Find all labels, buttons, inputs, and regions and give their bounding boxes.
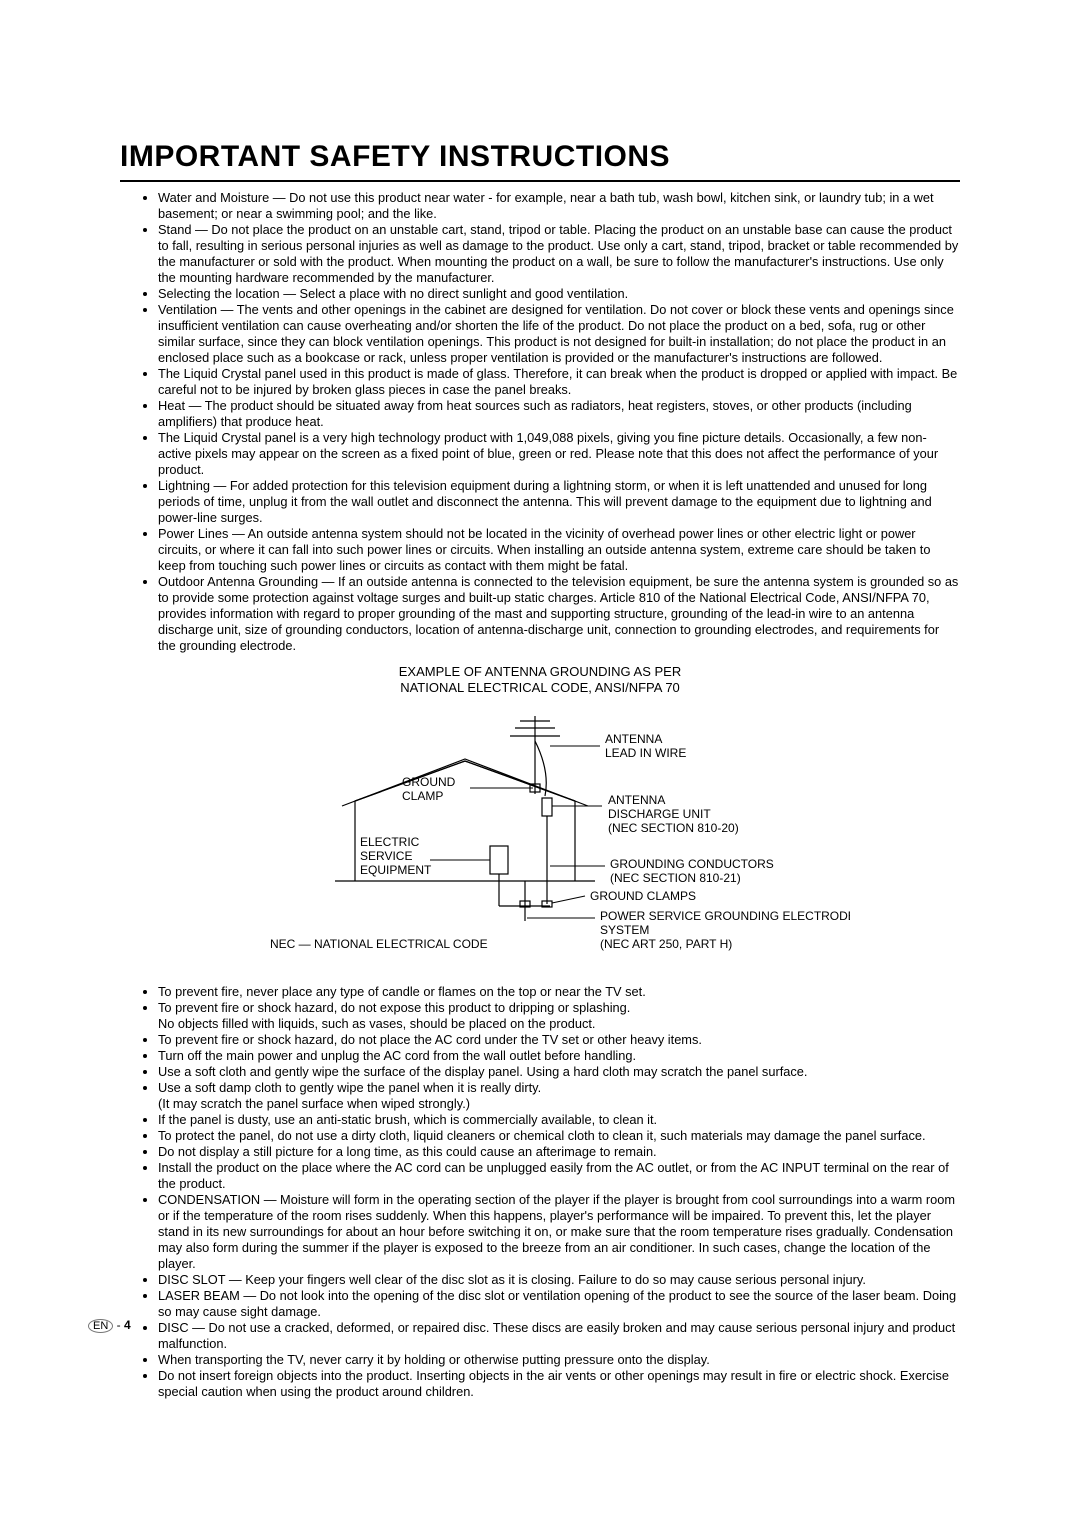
svg-text:DISCHARGE UNIT: DISCHARGE UNIT [608, 807, 711, 821]
antenna-grounding-diagram: ANTENNA LEAD IN WIRE GROUND CLAMP ANTENN… [230, 706, 850, 976]
instruction-item: The Liquid Crystal panel used in this pr… [158, 366, 960, 398]
svg-text:LEAD IN WIRE: LEAD IN WIRE [605, 746, 686, 760]
instruction-item: Do not display a still picture for a lon… [158, 1144, 960, 1160]
svg-text:(NEC SECTION 810-21): (NEC SECTION 810-21) [610, 871, 741, 885]
diagram-title: EXAMPLE OF ANTENNA GROUNDING AS PERNATIO… [220, 664, 860, 697]
instruction-item: Power Lines — An outside antenna system … [158, 526, 960, 574]
instruction-item: Selecting the location — Select a place … [158, 286, 960, 302]
instruction-item: To prevent fire or shock hazard, do not … [158, 1032, 960, 1048]
instruction-item: To prevent fire or shock hazard, do not … [158, 1000, 960, 1016]
label-grounding-conductors: GROUNDING CONDUCTORS [610, 857, 774, 871]
instruction-item: Water and Moisture — Do not use this pro… [158, 190, 960, 222]
instruction-item: LASER BEAM — Do not look into the openin… [158, 1288, 960, 1320]
instruction-item: To protect the panel, do not use a dirty… [158, 1128, 960, 1144]
instruction-item: Heat — The product should be situated aw… [158, 398, 960, 430]
instruction-list-2: To prevent fire, never place any type of… [120, 984, 960, 1400]
instruction-item: Turn off the main power and unplug the A… [158, 1048, 960, 1064]
label-antenna-lead: ANTENNA [605, 732, 662, 746]
instruction-item: Stand — Do not place the product on an u… [158, 222, 960, 286]
page-number: EN - 4 [88, 1318, 131, 1333]
page-title: IMPORTANT SAFETY INSTRUCTIONS [120, 140, 960, 182]
svg-text:CLAMP: CLAMP [402, 789, 443, 803]
instruction-item: To prevent fire, never place any type of… [158, 984, 960, 1000]
antenna-diagram-block: EXAMPLE OF ANTENNA GROUNDING AS PERNATIO… [220, 664, 860, 977]
instruction-item: Use a soft cloth and gently wipe the sur… [158, 1064, 960, 1080]
label-power-service: POWER SERVICE GROUNDING ELECTRODE [600, 909, 850, 923]
instruction-item: DISC SLOT — Keep your fingers well clear… [158, 1272, 960, 1288]
instruction-list-1: Water and Moisture — Do not use this pro… [120, 190, 960, 654]
label-ground-clamps: GROUND CLAMPS [590, 889, 696, 903]
svg-text:EQUIPMENT: EQUIPMENT [360, 863, 432, 877]
instruction-item: Do not insert foreign objects into the p… [158, 1368, 960, 1400]
svg-text:(NEC SECTION 810-20): (NEC SECTION 810-20) [608, 821, 739, 835]
svg-text:SYSTEM: SYSTEM [600, 923, 649, 937]
svg-text:SERVICE: SERVICE [360, 849, 412, 863]
instruction-item: Ventilation — The vents and other openin… [158, 302, 960, 366]
instruction-item: (It may scratch the panel surface when w… [158, 1096, 960, 1112]
label-electric-service: ELECTRIC [360, 835, 420, 849]
instruction-item: The Liquid Crystal panel is a very high … [158, 430, 960, 478]
instruction-item: DISC — Do not use a cracked, deformed, o… [158, 1320, 960, 1352]
instruction-item: When transporting the TV, never carry it… [158, 1352, 960, 1368]
label-antenna-discharge: ANTENNA [608, 793, 665, 807]
label-nec-note: NEC — NATIONAL ELECTRICAL CODE [270, 937, 488, 951]
label-ground-clamp: GROUND [402, 775, 456, 789]
instruction-item: Outdoor Antenna Grounding — If an outsid… [158, 574, 960, 654]
instruction-item: If the panel is dusty, use an anti-stati… [158, 1112, 960, 1128]
instruction-item: CONDENSATION — Moisture will form in the… [158, 1192, 960, 1272]
instruction-item: No objects filled with liquids, such as … [158, 1016, 960, 1032]
instruction-item: Install the product on the place where t… [158, 1160, 960, 1192]
instruction-item: Use a soft damp cloth to gently wipe the… [158, 1080, 960, 1096]
svg-text:(NEC ART 250, PART H): (NEC ART 250, PART H) [600, 937, 732, 951]
instruction-item: Lightning — For added protection for thi… [158, 478, 960, 526]
